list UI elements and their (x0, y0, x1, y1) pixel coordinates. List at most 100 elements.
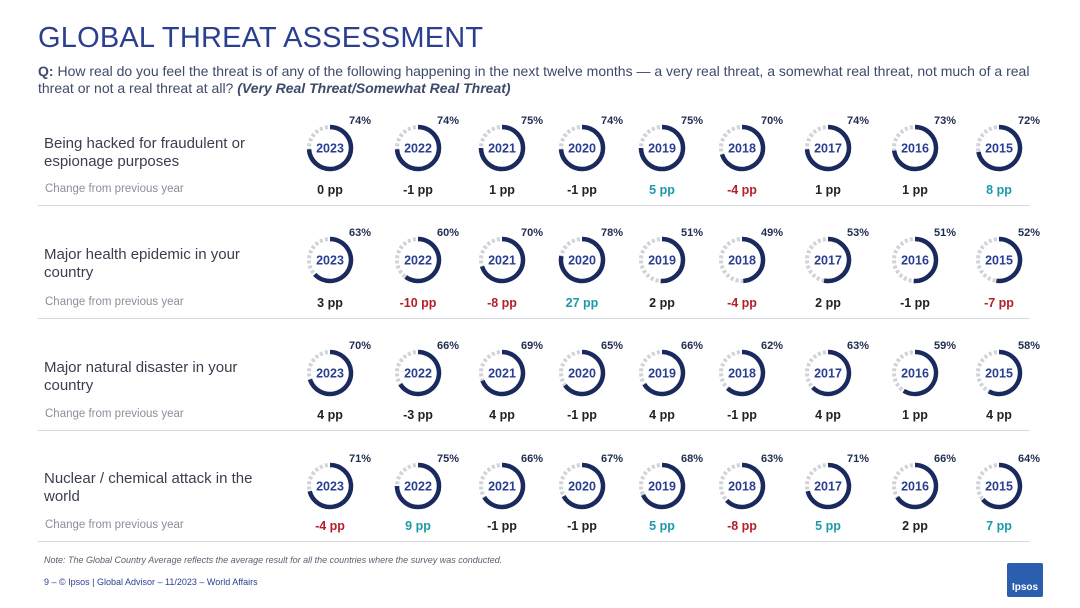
row-label-natural-disaster: Major natural disaster in your country (44, 359, 238, 394)
value-label: 73% (934, 115, 956, 127)
change-label-row-1: Change from previous year (45, 183, 184, 195)
change-label-row-2: Change from previous year (45, 296, 184, 308)
change-value: 7 pp (986, 519, 1012, 533)
logo-text: Ipsos (1011, 582, 1039, 593)
change-value: 4 pp (649, 408, 675, 422)
year-label: 2019 (648, 480, 676, 494)
year-label: 2022 (404, 142, 432, 156)
value-ring-2023-row-1 (306, 124, 354, 172)
value-label: 63% (349, 227, 371, 239)
value-label: 71% (349, 453, 371, 465)
year-label: 2018 (728, 142, 756, 156)
year-label: 2023 (316, 480, 344, 494)
change-value: -7 pp (984, 296, 1014, 310)
row-label-hacked: Being hacked for fraudulent or espionage… (44, 135, 245, 170)
value-ring-2016-row-4 (895, 462, 939, 510)
value-label: 65% (601, 340, 623, 352)
change-value: 1 pp (902, 183, 928, 197)
row-label-nuclear: Nuclear / chemical attack in the world (44, 470, 253, 505)
year-label: 2018 (728, 254, 756, 268)
change-value: -1 pp (567, 183, 597, 197)
value-ring-2019-row-4 (640, 462, 686, 510)
value-label: 70% (349, 340, 371, 352)
value-label: 52% (1018, 227, 1040, 239)
value-label: 72% (1018, 115, 1040, 127)
value-ring-2020-row-3 (563, 349, 606, 397)
year-label: 2020 (568, 367, 596, 381)
value-label: 74% (601, 115, 623, 127)
year-label: 2016 (901, 142, 929, 156)
year-label: 2021 (488, 367, 516, 381)
change-value: 27 pp (566, 296, 599, 310)
value-ring-2020-row-4 (561, 462, 606, 510)
value-label: 62% (761, 340, 783, 352)
year-label: 2019 (648, 367, 676, 381)
year-label: 2017 (814, 367, 842, 381)
row-divider (38, 541, 1030, 542)
row-label-epidemic: Major health epidemic in your country (44, 246, 240, 281)
value-ring-2016-row-2 (913, 236, 939, 284)
change-value: 4 pp (489, 408, 515, 422)
year-label: 2015 (985, 367, 1013, 381)
value-label: 66% (934, 453, 956, 465)
value-label: 64% (1018, 453, 1040, 465)
value-ring-2015-row-2 (996, 236, 1023, 284)
row-divider (38, 430, 1030, 431)
value-ring-2021-row-3 (480, 349, 526, 397)
value-label: 75% (437, 453, 459, 465)
value-ring-2017-row-2 (823, 236, 852, 284)
value-ring-2018-row-1 (719, 124, 766, 172)
year-label: 2020 (568, 254, 596, 268)
change-value: -4 pp (727, 296, 757, 310)
year-label: 2017 (814, 142, 842, 156)
change-value: -4 pp (727, 183, 757, 197)
change-value: -1 pp (567, 408, 597, 422)
change-value: 5 pp (649, 519, 675, 533)
year-label: 2022 (404, 367, 432, 381)
change-value: -4 pp (315, 519, 345, 533)
change-value: 2 pp (649, 296, 675, 310)
year-label: 2020 (568, 480, 596, 494)
value-label: 59% (934, 340, 956, 352)
value-label: 69% (521, 340, 543, 352)
value-label: 74% (847, 115, 869, 127)
change-value: 0 pp (317, 183, 343, 197)
year-label: 2023 (316, 254, 344, 268)
value-ring-2017-row-4 (805, 462, 852, 510)
value-ring-2022-row-2 (404, 236, 442, 284)
change-value: -1 pp (567, 519, 597, 533)
year-label: 2020 (568, 142, 596, 156)
year-label: 2022 (404, 254, 432, 268)
page-title: GLOBAL THREAT ASSESSMENT (38, 22, 484, 54)
change-value: 2 pp (902, 519, 928, 533)
value-label: 70% (761, 115, 783, 127)
value-ring-2023-row-2 (313, 236, 354, 284)
change-value: -1 pp (900, 296, 930, 310)
year-label: 2022 (404, 480, 432, 494)
year-label: 2021 (488, 142, 516, 156)
value-ring-2015-row-3 (987, 349, 1023, 397)
value-label: 60% (437, 227, 459, 239)
question-text: How real do you feel the threat is of an… (38, 63, 1030, 96)
change-value: -1 pp (727, 408, 757, 422)
value-ring-2019-row-2 (660, 236, 686, 284)
year-label: 2017 (814, 480, 842, 494)
value-ring-2023-row-4 (307, 462, 354, 510)
value-ring-2016-row-3 (902, 349, 939, 397)
year-label: 2021 (488, 480, 516, 494)
question-emphasis: (Very Real Threat/Somewhat Real Threat) (237, 80, 511, 96)
year-label: 2015 (985, 254, 1013, 268)
year-label: 2016 (901, 254, 929, 268)
year-label: 2023 (316, 142, 344, 156)
year-label: 2016 (901, 367, 929, 381)
survey-question: Q: How real do you feel the threat is of… (38, 63, 1048, 97)
value-label: 67% (601, 453, 623, 465)
value-ring-2015-row-1 (976, 124, 1023, 172)
change-value: 1 pp (815, 183, 841, 197)
year-label: 2021 (488, 254, 516, 268)
value-label: 66% (437, 340, 459, 352)
change-value: 4 pp (815, 408, 841, 422)
change-value: 1 pp (489, 183, 515, 197)
value-ring-2019-row-1 (638, 124, 686, 172)
